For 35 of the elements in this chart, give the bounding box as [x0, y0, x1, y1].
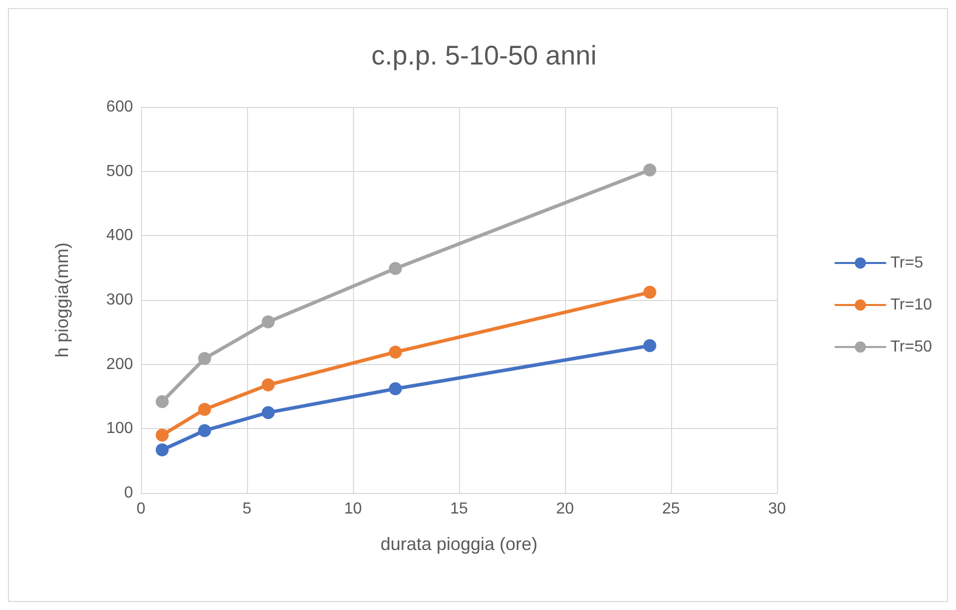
point	[156, 428, 169, 442]
point	[643, 286, 656, 299]
legend-label: Tr=50	[890, 338, 932, 356]
x-tick-label: 25	[662, 500, 680, 518]
point	[156, 395, 169, 408]
y-tick-label: 600	[106, 98, 134, 116]
point	[388, 382, 402, 396]
x-axis-title: durata pioggia (ore)	[380, 534, 538, 554]
y-tick-label: 200	[106, 356, 134, 373]
y-tick-label: 300	[106, 292, 134, 308]
legend-label: Tr=5	[890, 254, 924, 272]
point	[388, 346, 402, 359]
point	[643, 164, 656, 177]
x-tick-label: 10	[344, 500, 362, 518]
x-tick-label: 15	[450, 500, 468, 518]
legend-label: Tr=10	[890, 296, 932, 314]
y-tick-label: 500	[106, 162, 134, 180]
point	[262, 378, 275, 392]
x-tick-label: 20	[556, 500, 574, 518]
point	[198, 402, 212, 416]
point	[262, 315, 275, 328]
y-tick-label: 400	[106, 227, 134, 244]
x-tick-label: 30	[768, 500, 786, 518]
point	[643, 339, 656, 352]
y-axis-title: h pioggia(mm)	[52, 242, 72, 358]
point	[156, 443, 169, 456]
point	[198, 424, 212, 438]
y-tick-label: 0	[124, 484, 134, 502]
point	[262, 406, 275, 420]
x-tick-label: 5	[242, 500, 252, 518]
y-tick-label: 100	[106, 420, 134, 438]
point	[198, 352, 212, 366]
chart-title: c.p.p. 5-10-50 anni	[371, 40, 597, 70]
point	[388, 262, 402, 275]
x-tick-label: 0	[136, 500, 146, 518]
